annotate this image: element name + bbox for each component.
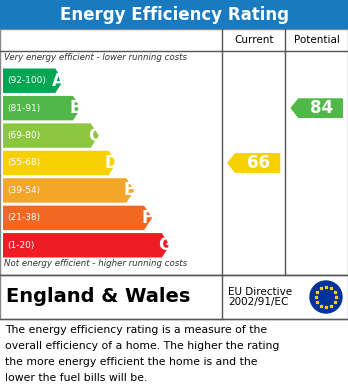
Text: overall efficiency of a home. The higher the rating: overall efficiency of a home. The higher… bbox=[5, 341, 279, 351]
Circle shape bbox=[310, 281, 342, 313]
Text: Very energy efficient - lower running costs: Very energy efficient - lower running co… bbox=[4, 53, 187, 62]
Text: G: G bbox=[158, 236, 172, 254]
Text: Current: Current bbox=[234, 35, 274, 45]
Text: C: C bbox=[88, 127, 100, 145]
Text: EU Directive: EU Directive bbox=[228, 287, 292, 297]
Text: (69-80): (69-80) bbox=[7, 131, 40, 140]
Text: The energy efficiency rating is a measure of the: The energy efficiency rating is a measur… bbox=[5, 325, 267, 335]
Text: (55-68): (55-68) bbox=[7, 158, 40, 167]
Polygon shape bbox=[3, 233, 170, 258]
Text: 84: 84 bbox=[310, 99, 333, 117]
Text: lower the fuel bills will be.: lower the fuel bills will be. bbox=[5, 373, 147, 383]
Polygon shape bbox=[3, 151, 117, 175]
Text: F: F bbox=[142, 209, 153, 227]
Bar bbox=[0, 29, 348, 275]
Text: Potential: Potential bbox=[294, 35, 340, 45]
Text: 66: 66 bbox=[247, 154, 270, 172]
Text: (92-100): (92-100) bbox=[7, 76, 46, 85]
Polygon shape bbox=[3, 96, 81, 120]
Text: (39-54): (39-54) bbox=[7, 186, 40, 195]
Text: B: B bbox=[70, 99, 82, 117]
Text: Not energy efficient - higher running costs: Not energy efficient - higher running co… bbox=[4, 259, 187, 268]
Bar bbox=[0, 275, 348, 319]
Text: England & Wales: England & Wales bbox=[6, 287, 190, 307]
Text: (21-38): (21-38) bbox=[7, 213, 40, 222]
Text: the more energy efficient the home is and the: the more energy efficient the home is an… bbox=[5, 357, 258, 367]
Polygon shape bbox=[3, 206, 152, 230]
Text: Energy Efficiency Rating: Energy Efficiency Rating bbox=[60, 5, 288, 23]
Text: A: A bbox=[52, 72, 65, 90]
Text: E: E bbox=[124, 181, 135, 199]
Polygon shape bbox=[3, 68, 63, 93]
Polygon shape bbox=[290, 98, 343, 118]
Polygon shape bbox=[227, 153, 280, 173]
Text: 2002/91/EC: 2002/91/EC bbox=[228, 297, 288, 307]
Polygon shape bbox=[3, 178, 134, 203]
Polygon shape bbox=[3, 123, 99, 148]
Bar bbox=[0, 0, 348, 29]
Text: (81-91): (81-91) bbox=[7, 104, 40, 113]
Text: (1-20): (1-20) bbox=[7, 241, 34, 250]
Text: D: D bbox=[105, 154, 119, 172]
